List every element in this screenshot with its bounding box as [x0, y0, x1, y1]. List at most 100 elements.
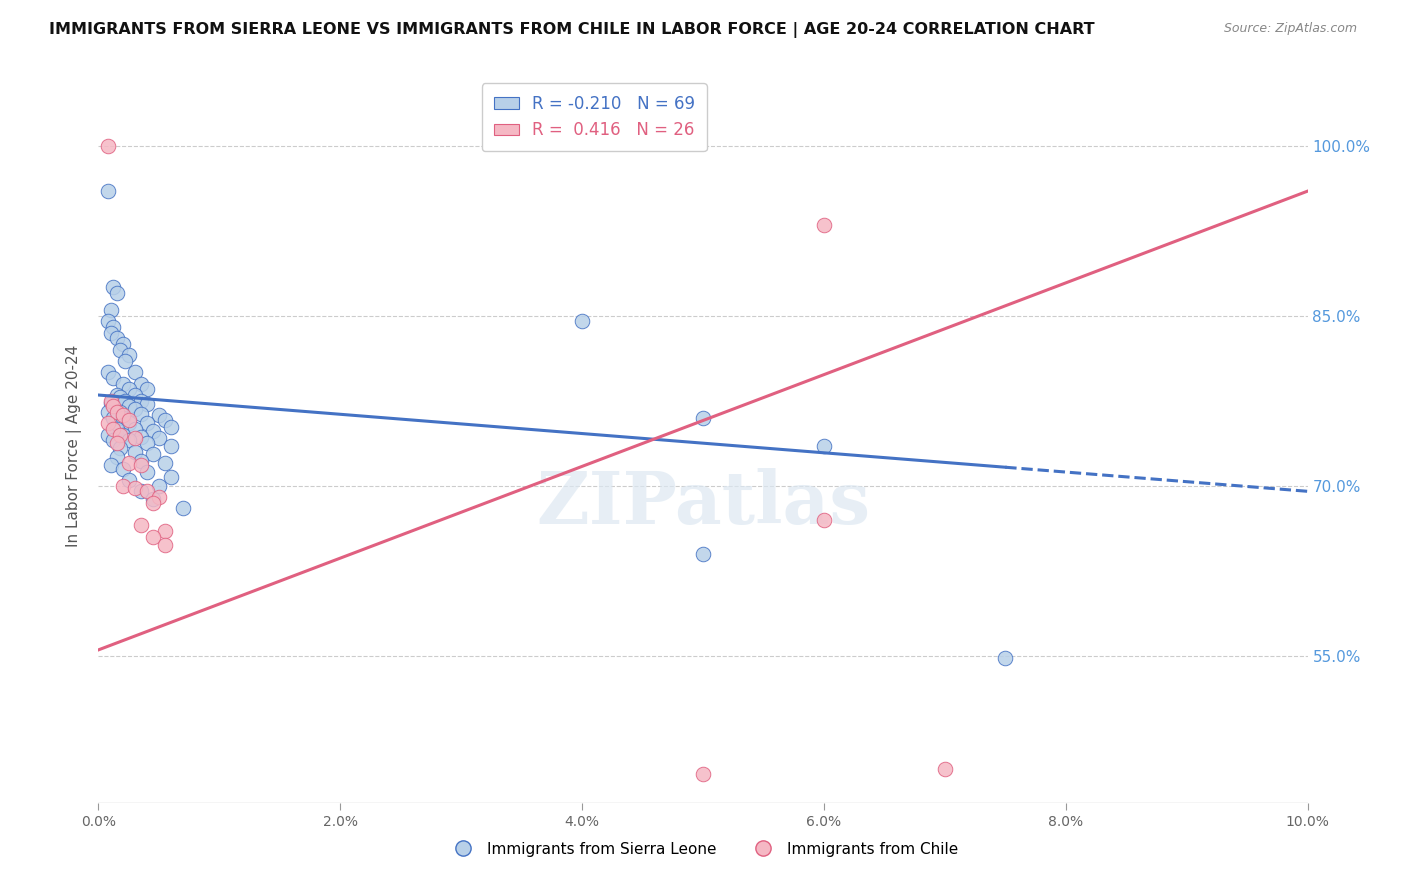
Point — [129, 518, 152, 533]
Point — [153, 413, 176, 427]
Point — [114, 393, 136, 408]
Point — [692, 410, 714, 425]
Point — [135, 417, 157, 431]
Point — [148, 478, 170, 492]
Point — [97, 184, 120, 198]
Point — [100, 393, 122, 408]
Point — [153, 456, 176, 470]
Text: ZIPatlas: ZIPatlas — [536, 467, 870, 539]
Point — [129, 376, 152, 391]
Point — [105, 286, 128, 301]
Point — [118, 348, 141, 362]
Point — [124, 444, 146, 458]
Point — [142, 530, 165, 544]
Point — [692, 547, 714, 561]
Point — [129, 393, 152, 408]
Point — [118, 434, 141, 448]
Text: Source: ZipAtlas.com: Source: ZipAtlas.com — [1223, 22, 1357, 36]
Point — [101, 371, 124, 385]
Point — [124, 422, 146, 436]
Point — [118, 473, 141, 487]
Point — [105, 435, 128, 450]
Point — [172, 501, 194, 516]
Point — [160, 439, 183, 453]
Point — [100, 396, 122, 410]
Point — [97, 314, 120, 328]
Point — [105, 422, 128, 436]
Point — [105, 450, 128, 465]
Point — [118, 400, 141, 414]
Point — [100, 303, 122, 318]
Point — [135, 465, 157, 479]
Point — [111, 409, 134, 423]
Point — [108, 390, 131, 404]
Point — [129, 454, 152, 468]
Point — [129, 407, 152, 421]
Point — [105, 405, 128, 419]
Point — [111, 461, 134, 475]
Point — [813, 513, 835, 527]
Point — [934, 762, 956, 776]
Text: IMMIGRANTS FROM SIERRA LEONE VS IMMIGRANTS FROM CHILE IN LABOR FORCE | AGE 20-24: IMMIGRANTS FROM SIERRA LEONE VS IMMIGRAN… — [49, 22, 1095, 38]
Point — [108, 427, 131, 442]
Point — [101, 400, 124, 414]
Point — [129, 458, 152, 473]
Point — [105, 331, 128, 345]
Point — [135, 383, 157, 397]
Point — [118, 417, 141, 431]
Point — [118, 413, 141, 427]
Point — [101, 434, 124, 448]
Point — [111, 376, 134, 391]
Point — [124, 388, 146, 402]
Point — [160, 469, 183, 483]
Point — [124, 481, 146, 495]
Point — [124, 401, 146, 416]
Point — [142, 447, 165, 461]
Point — [114, 354, 136, 368]
Point — [692, 767, 714, 781]
Point — [108, 405, 131, 419]
Point — [100, 326, 122, 340]
Point — [97, 427, 120, 442]
Point — [129, 484, 152, 499]
Point — [101, 280, 124, 294]
Point — [135, 397, 157, 411]
Point — [994, 650, 1017, 665]
Point — [813, 439, 835, 453]
Point — [111, 410, 134, 425]
Point — [118, 456, 141, 470]
Point — [135, 435, 157, 450]
Point — [97, 365, 120, 379]
Point — [101, 410, 124, 425]
Point — [148, 409, 170, 423]
Point — [148, 490, 170, 504]
Point — [118, 383, 141, 397]
Point — [100, 458, 122, 473]
Point — [97, 138, 120, 153]
Point — [111, 337, 134, 351]
Legend: Immigrants from Sierra Leone, Immigrants from Chile: Immigrants from Sierra Leone, Immigrants… — [441, 836, 965, 863]
Point — [97, 417, 120, 431]
Point — [124, 431, 146, 445]
Point — [142, 492, 165, 507]
Point — [101, 422, 124, 436]
Point — [153, 524, 176, 538]
Point — [129, 430, 152, 444]
Point — [111, 478, 134, 492]
Point — [142, 495, 165, 509]
Point — [148, 431, 170, 445]
Point — [124, 365, 146, 379]
Point — [108, 442, 131, 456]
Point — [813, 218, 835, 232]
Point — [160, 419, 183, 434]
Point — [97, 405, 120, 419]
Y-axis label: In Labor Force | Age 20-24: In Labor Force | Age 20-24 — [66, 345, 83, 547]
Point — [142, 424, 165, 438]
Point — [101, 320, 124, 334]
Point — [105, 388, 128, 402]
Point — [153, 537, 176, 551]
Point — [108, 343, 131, 357]
Point — [111, 427, 134, 442]
Point — [135, 484, 157, 499]
Point — [571, 314, 593, 328]
